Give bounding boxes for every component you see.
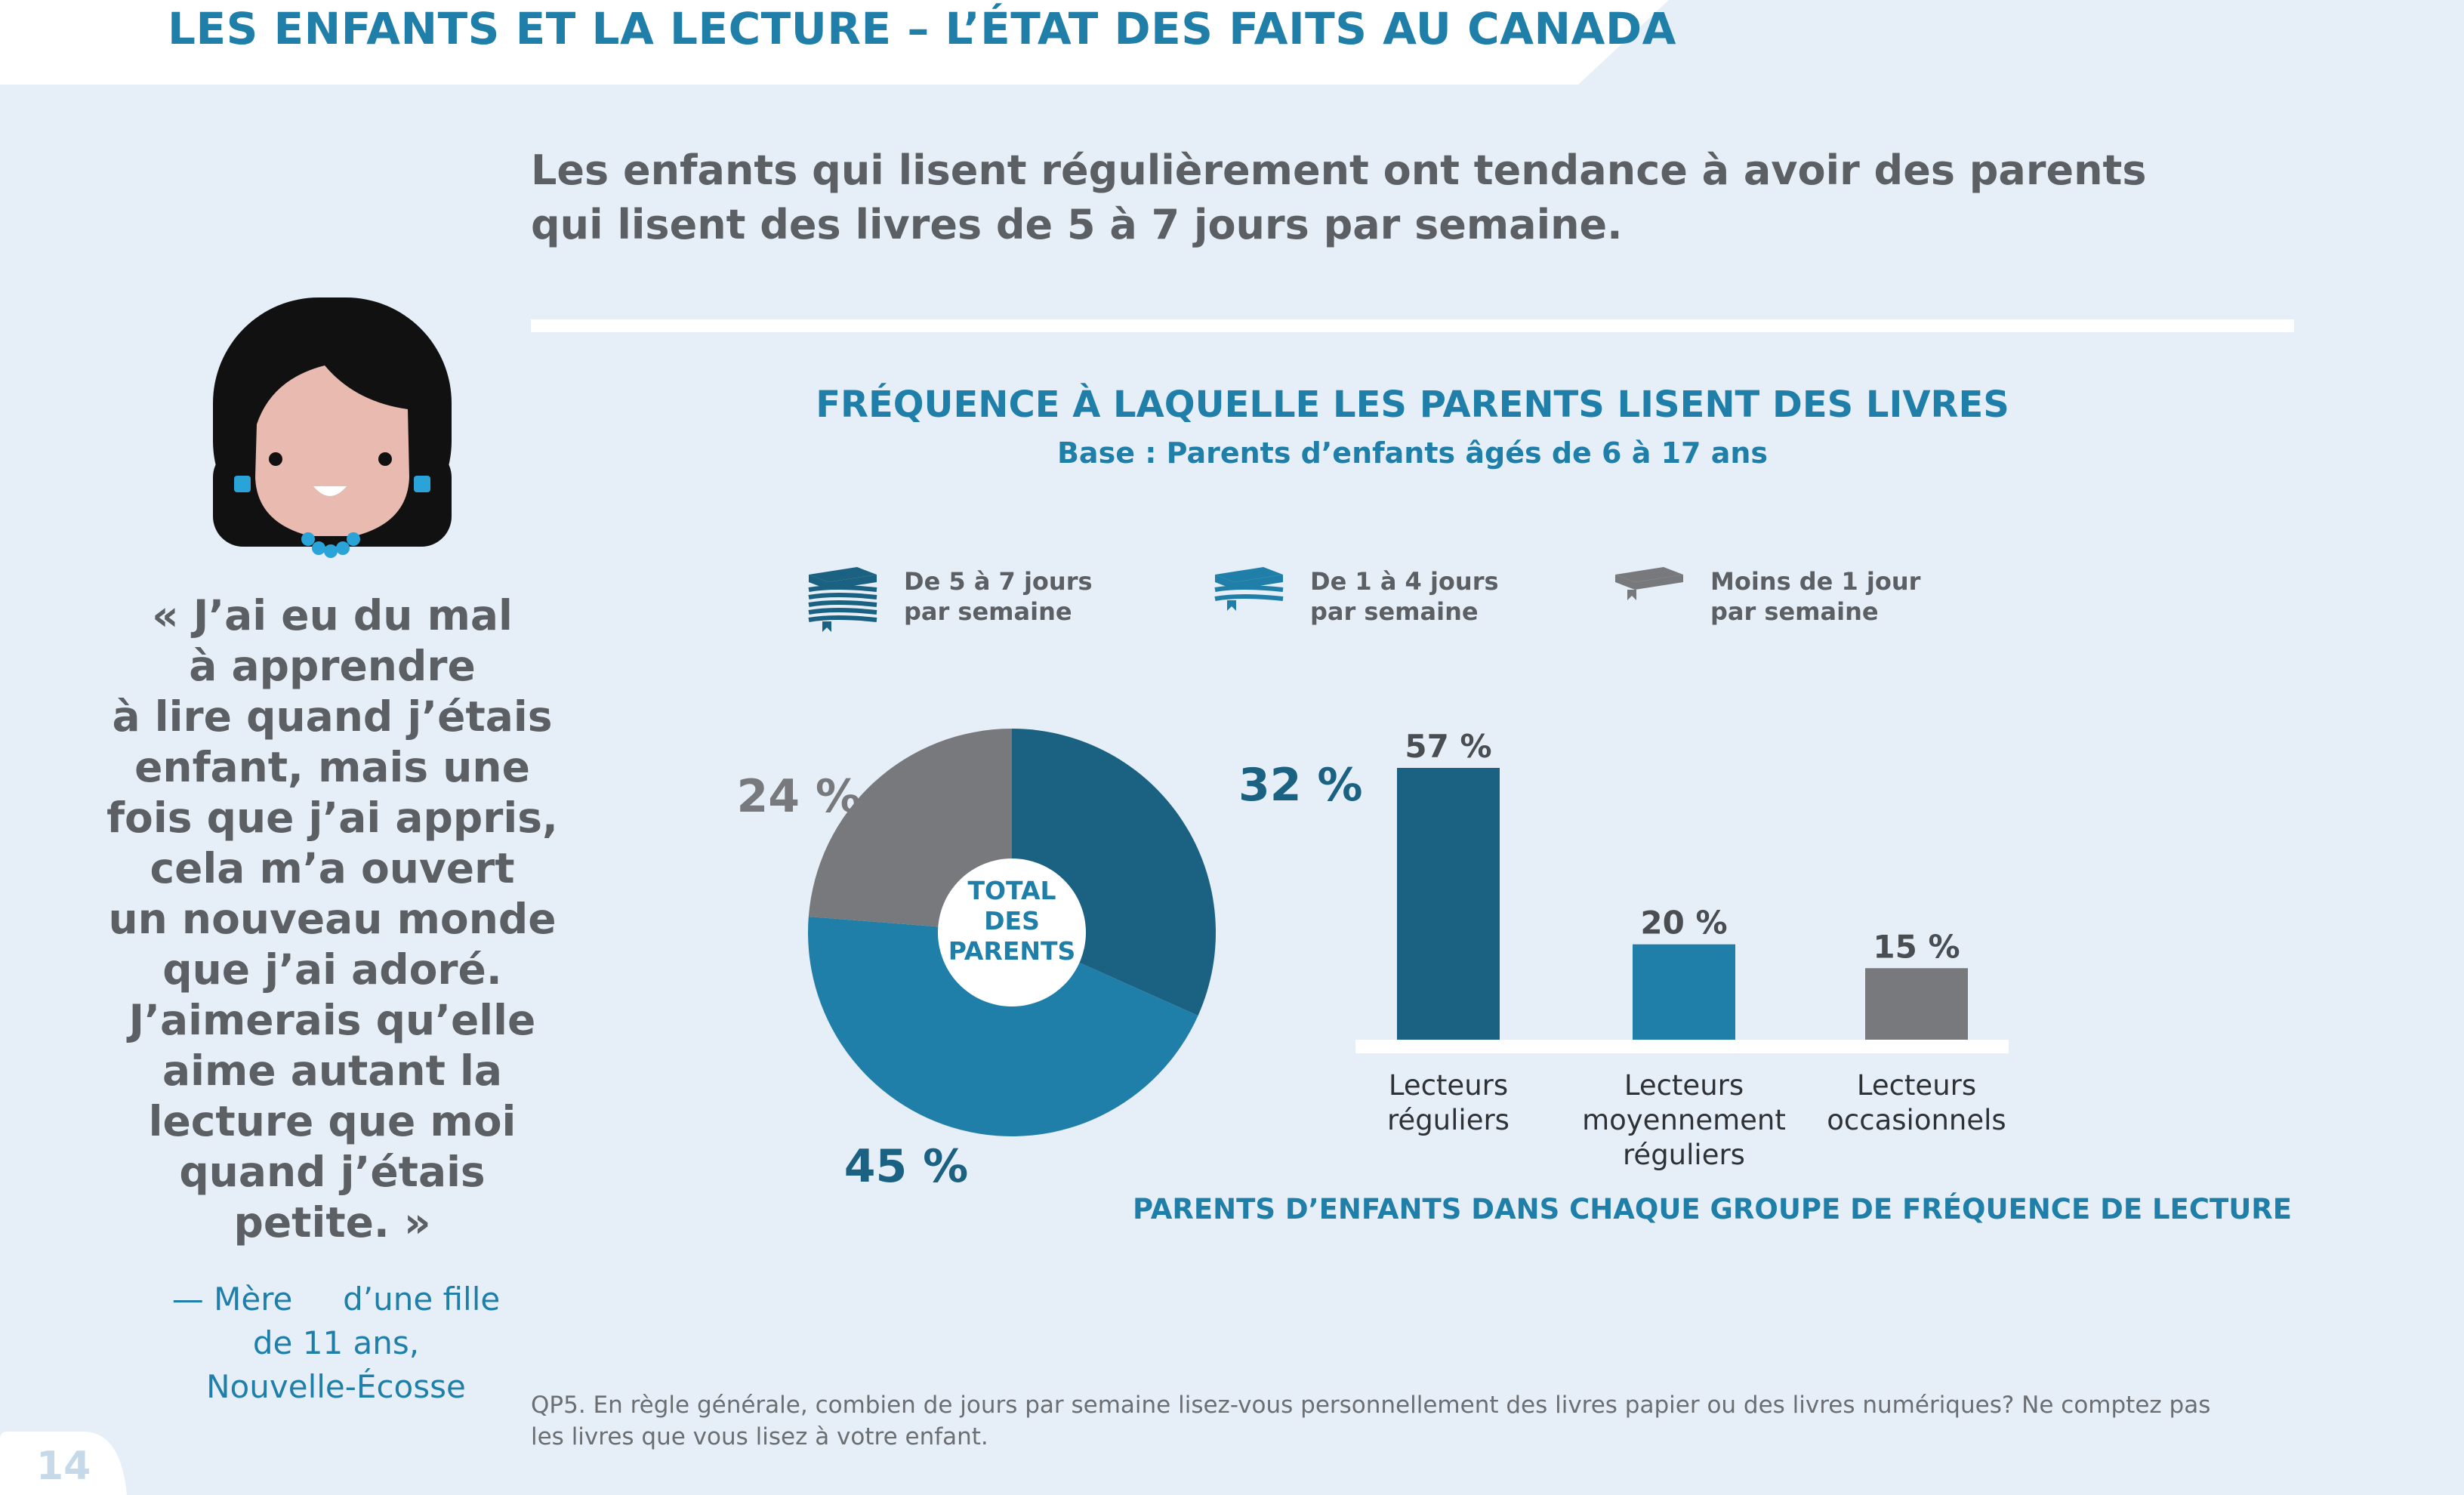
pie-center-line: PARENTS (948, 936, 1076, 966)
divider (531, 319, 2294, 332)
bar-category-label: Lecteurs (1389, 1069, 1508, 1102)
two-books-icon (1214, 567, 1284, 611)
headline: Les enfants qui lisent régulièrement ont… (531, 146, 2147, 248)
bar-category-label: Lecteurs (1624, 1069, 1744, 1102)
quote-line: enfant, mais une (134, 743, 530, 791)
legend-label: De 1 à 4 jours (1310, 567, 1499, 596)
bar (1865, 968, 1968, 1040)
quote-line: J’aimerais qu’elle (128, 996, 536, 1044)
bar-category-label: Lecteurs (1857, 1069, 1976, 1102)
quote-line: quand j’étais (179, 1148, 486, 1196)
quote-line: à lire quand j’étais (112, 692, 553, 741)
legend-label: par semaine (1310, 597, 1479, 626)
footnote: QP5. En règle générale, combien de jours… (531, 1392, 2211, 1450)
attribution-line: Nouvelle-Écosse (206, 1368, 466, 1405)
quote-line: que j’ai adoré. (162, 945, 502, 994)
quote-line: lecture que moi (148, 1097, 517, 1145)
pie-center-hole (938, 858, 1086, 1006)
bar-value-label: 57 % (1405, 728, 1491, 765)
legend-label: De 5 à 7 jours (904, 567, 1093, 596)
book-stack-icon (808, 567, 877, 632)
bar-category-label: occasionnels (1827, 1104, 2006, 1136)
quote-line: un nouveau monde (108, 895, 557, 943)
quote-line: aime autant la (162, 1046, 502, 1095)
bar-category-label: réguliers (1387, 1104, 1510, 1136)
bar-baseline (1355, 1040, 2009, 1053)
page-number: 14 (36, 1444, 91, 1489)
quote-line: « J’ai eu du mal (152, 591, 513, 640)
bar-category-label: réguliers (1623, 1139, 1745, 1171)
attribution-line: — Mère d’une fille (171, 1281, 501, 1318)
chart-title: FRÉQUENCE À LAQUELLE LES PARENTS LISENT … (816, 384, 2009, 426)
girl-avatar-icon (204, 296, 461, 571)
bar-value-label: 15 % (1873, 928, 1960, 965)
page-number-tab (0, 1432, 127, 1495)
legend-label: par semaine (1710, 597, 1879, 626)
pie-center-line: TOTAL (967, 876, 1056, 905)
quote-line: fois que j’ai appris, (106, 794, 558, 842)
quote-line: cela m’a ouvert (150, 844, 515, 892)
legend-label: Moins de 1 jour (1710, 567, 1921, 596)
bar (1397, 768, 1500, 1040)
pie-slice (808, 917, 1198, 1137)
header-band (0, 0, 2464, 85)
bar-category-label: moyennement (1582, 1104, 1786, 1136)
quote-line: petite. » (233, 1198, 431, 1247)
legend-label: par semaine (904, 597, 1072, 626)
bar (1633, 944, 1735, 1040)
pie-slice-label: 24 % (736, 770, 861, 823)
page-title: LES ENFANTS ET LA LECTURE – L’ÉTAT DES F… (168, 3, 1676, 54)
attribution-line: de 11 ans, (252, 1324, 420, 1361)
single-book-icon (1615, 567, 1683, 600)
pie-slice-label: 32 % (1238, 759, 1363, 812)
pie-slice-label: 45 % (844, 1140, 969, 1193)
chart-subtitle: Base : Parents d’enfants âgés de 6 à 17 … (1056, 436, 1769, 470)
pie-center-line: DES (984, 906, 1040, 936)
parent-quote: « J’ai eu du mal à apprendre à lire quan… (106, 590, 559, 1248)
bar-chart-xlabel: PARENTS D’ENFANTS DANS CHAQUE GROUPE DE … (1133, 1193, 2293, 1225)
bar-value-label: 20 % (1640, 905, 1727, 942)
quote-line: à apprendre (189, 642, 476, 690)
quote-attribution: — Mère d’une fille de 11 ans, Nouvelle-É… (136, 1278, 536, 1409)
header-background (0, 0, 1669, 85)
pie-center-label: TOTAL DES PARENTS (936, 876, 1087, 966)
